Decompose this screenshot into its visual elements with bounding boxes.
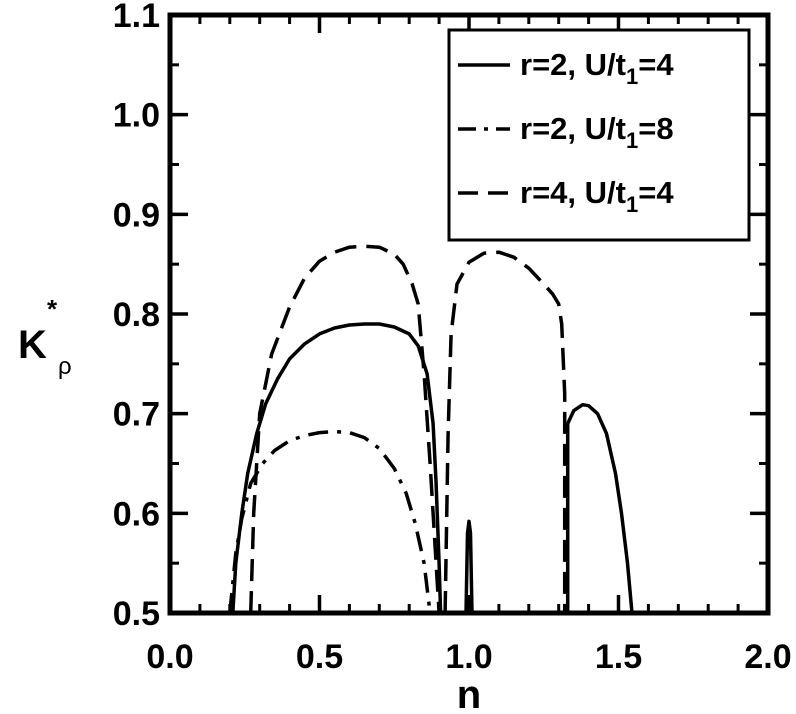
y-axis-label-main: K: [18, 323, 47, 367]
y-tick-labels: 0.5 0.6 0.7 0.8 0.9 1.0 1.1: [113, 0, 160, 633]
plot-frame: [167, 12, 771, 616]
y-tick-label: 1.1: [113, 0, 160, 35]
x-axis-label: n: [457, 673, 481, 714]
curves: [228, 244, 634, 614]
y-tick-label: 0.7: [113, 396, 160, 434]
series-line-3: [248, 244, 441, 614]
y-tick-label: 0.9: [113, 196, 160, 234]
y-tick-label: 1.0: [113, 97, 160, 135]
y-axis-label-sub: ρ: [58, 353, 72, 380]
x-tick-label: 1.5: [595, 638, 642, 676]
y-tick-label: 0.6: [113, 495, 160, 533]
series-line-1: [231, 322, 443, 614]
legend: r=2, U/t1=4 r=2, U/t1=8 r=4, U/t1=4: [447, 28, 751, 242]
x-tick-labels: 0.0 0.5 1.0 1.5 2.0: [146, 638, 791, 676]
legend-label-2: r=2, U/t1=8: [520, 111, 674, 153]
y-tick-label: 0.8: [113, 296, 160, 334]
series-line-1: [565, 402, 634, 614]
series-line-2: [228, 429, 432, 614]
x-tick-label: 2.0: [744, 638, 791, 676]
x-tick-label: 0.0: [146, 638, 193, 676]
x-tick-label: 0.5: [296, 638, 343, 676]
y-axis-label: K * ρ: [18, 294, 72, 380]
legend-label-1: r=2, U/t1=4: [520, 47, 674, 89]
series-line-1: [464, 519, 474, 614]
legend-label-3: r=4, U/t1=4: [520, 175, 674, 217]
series-line-3: [443, 250, 567, 614]
x-tick-label: 1.0: [445, 638, 492, 676]
y-axis-label-sup: *: [47, 294, 58, 324]
y-tick-label: 0.5: [113, 595, 160, 633]
